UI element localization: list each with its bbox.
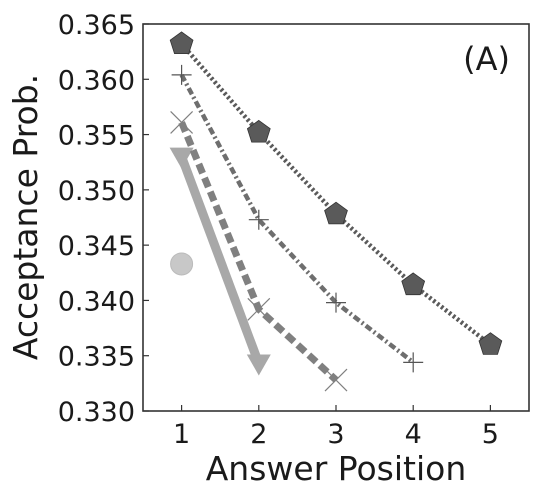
- series-line: [179, 73, 415, 365]
- series-3: [170, 110, 348, 392]
- data-point: [324, 368, 348, 392]
- series-5: [169, 31, 503, 355]
- data-point: [170, 252, 194, 276]
- data-point: [326, 292, 346, 313]
- series-layer: [169, 31, 503, 392]
- y-tick-label: 0.330: [58, 397, 135, 428]
- x-tick-label: 2: [250, 419, 267, 450]
- y-tick-label: 0.355: [58, 121, 135, 152]
- y-tick-label: 0.340: [58, 286, 135, 317]
- data-point: [171, 64, 192, 85]
- data-point: [246, 354, 271, 376]
- series-line: [177, 155, 264, 366]
- data-point: [248, 209, 269, 230]
- data-point: [169, 31, 194, 54]
- y-tick-label: 0.365: [58, 10, 135, 41]
- y-tick-label: 0.350: [58, 176, 135, 207]
- data-point: [478, 332, 503, 355]
- data-point: [246, 119, 271, 143]
- panel-annotation: (A): [463, 40, 510, 78]
- series-1: [170, 252, 194, 276]
- y-axis-label: Acceptance Prob.: [6, 74, 45, 360]
- data-point: [403, 352, 424, 373]
- x-tick-label: 5: [482, 419, 499, 450]
- series-2: [169, 147, 271, 376]
- x-ticks: 1 2 3 4 5: [173, 405, 499, 450]
- data-point: [401, 272, 426, 296]
- x-axis-label: Answer Position: [206, 449, 467, 488]
- y-ticks: 0.330 0.335 0.340 0.345 0.350 0.355 0.360 0.365: [58, 10, 149, 428]
- x-tick-label: 4: [405, 419, 422, 450]
- y-tick-label: 0.345: [58, 231, 135, 262]
- data-point: [247, 297, 271, 321]
- data-point: [324, 201, 348, 225]
- series-4: [171, 64, 424, 373]
- x-tick-label: 1: [173, 419, 190, 450]
- series-line: [178, 121, 339, 383]
- data-point: [170, 110, 194, 134]
- y-tick-label: 0.335: [58, 342, 135, 373]
- x-tick-label: 3: [327, 419, 344, 450]
- series-line: [179, 42, 492, 347]
- y-tick-label: 0.360: [58, 65, 135, 96]
- data-point: [169, 147, 194, 169]
